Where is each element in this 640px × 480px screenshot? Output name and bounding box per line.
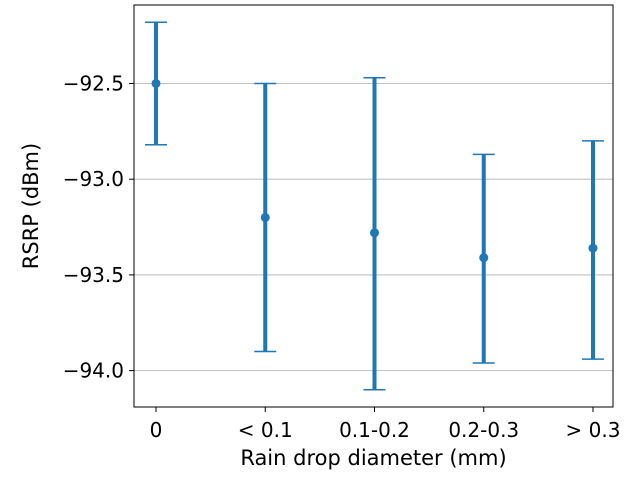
y-tick-label: −93.5: [63, 263, 124, 287]
x-tick-label: 0.2-0.3: [448, 418, 519, 442]
y-tick-label: −92.5: [63, 71, 124, 95]
y-axis-label: RSRP (dBm): [19, 143, 43, 269]
data-point: [370, 228, 379, 238]
x-axis-label: Rain drop diameter (mm): [240, 446, 506, 470]
data-point: [588, 243, 598, 253]
y-tick-label: −93.0: [63, 167, 124, 191]
x-tick-label: 0: [150, 418, 163, 442]
x-tick-label: 0.1-0.2: [339, 418, 410, 442]
data-point: [260, 212, 270, 222]
data-points: [151, 78, 598, 263]
error-bars: [145, 21, 604, 391]
x-tick-label: < 0.1: [238, 418, 293, 442]
x-ticks: 0 < 0.1 0.1-0.2 0.2-0.3 > 0.3: [150, 407, 621, 442]
data-point: [151, 78, 161, 88]
data-point: [479, 253, 489, 263]
y-ticks: −94.0 −93.5 −93.0 −92.5: [63, 71, 134, 383]
x-tick-label: > 0.3: [566, 418, 621, 442]
plot-frame: [133, 4, 614, 408]
y-tick-label: −94.0: [63, 359, 124, 383]
